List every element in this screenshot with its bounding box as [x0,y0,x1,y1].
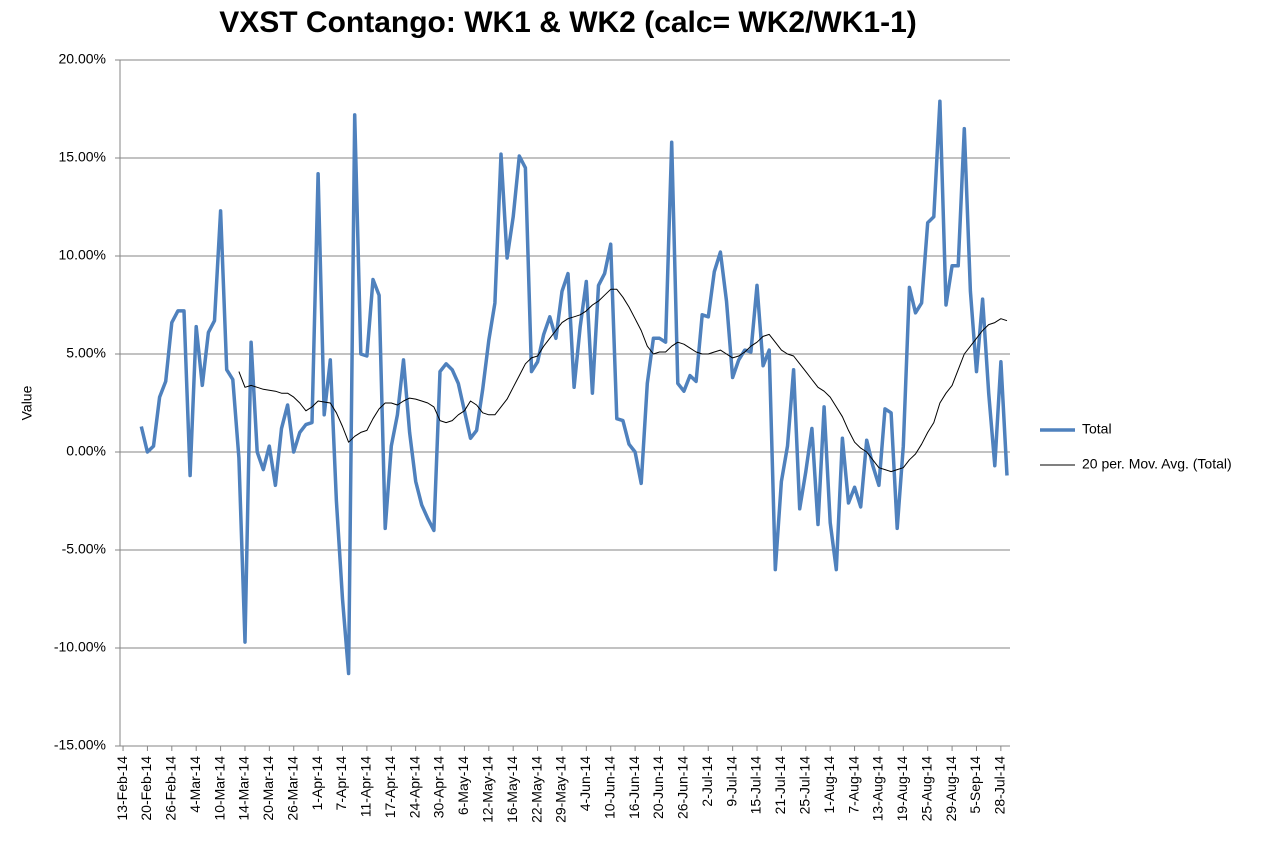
y-tick-label: 0.00% [66,443,106,459]
legend-label: 20 per. Mov. Avg. (Total) [1082,456,1232,472]
y-tick-label: 20.00% [59,51,106,67]
x-tick-label: 19-Aug-14 [894,756,910,822]
x-tick-label: 20-Feb-14 [138,756,154,821]
x-tick-label: 25-Jul-14 [796,756,812,815]
chart-title: VXST Contango: WK1 & WK2 (calc= WK2/WK1-… [219,6,917,39]
x-tick-label: 20-Jun-14 [650,756,666,819]
x-tick-label: 10-Mar-14 [211,756,227,821]
x-tick-label: 21-Jul-14 [772,756,788,815]
x-tick-label: 9-Jul-14 [723,756,739,807]
x-tick-label: 4-Jun-14 [577,756,593,811]
x-tick-label: 22-May-14 [528,756,544,823]
x-tick-label: 15-Jul-14 [748,756,764,815]
y-tick-label: 15.00% [59,149,106,165]
x-tick-label: 16-May-14 [504,756,520,823]
y-tick-label: 10.00% [59,247,106,263]
x-tick-label: 26-Mar-14 [284,756,300,821]
x-tick-label: 25-Aug-14 [918,756,934,822]
y-tick-label: 5.00% [66,345,106,361]
x-tick-label: 2-Jul-14 [699,756,715,807]
x-tick-label: 13-Feb-14 [114,756,130,821]
y-axis-label: Value [19,385,35,420]
legend-label: Total [1082,421,1112,437]
x-tick-label: 24-Apr-14 [406,756,422,818]
y-tick-label: -15.00% [54,737,106,753]
x-tick-label: 16-Jun-14 [626,756,642,819]
x-tick-label: 30-Apr-14 [431,756,447,818]
x-tick-label: 13-Aug-14 [870,756,886,822]
x-tick-label: 14-Mar-14 [236,756,252,821]
x-tick-label: 10-Jun-14 [601,756,617,819]
x-tick-label: 6-May-14 [455,756,471,815]
x-tick-label: 7-Apr-14 [333,756,349,811]
x-tick-label: 17-Apr-14 [382,756,398,818]
x-tick-label: 5-Sep-14 [967,756,983,814]
x-tick-label: 26-Feb-14 [163,756,179,821]
series-line [238,288,1008,473]
x-tick-label: 28-Jul-14 [992,756,1008,815]
x-tick-label: 11-Apr-14 [358,756,374,817]
x-tick-label: 1-Apr-14 [309,756,325,811]
y-tick-label: -5.00% [62,541,106,557]
x-tick-label: 7-Aug-14 [845,756,861,814]
x-tick-label: 1-Aug-14 [821,756,837,814]
x-tick-label: 4-Mar-14 [187,756,203,813]
x-tick-label: 29-May-14 [553,756,569,823]
series-line [139,99,1009,676]
x-tick-label: 12-May-14 [480,756,496,823]
x-tick-label: 26-Jun-14 [675,756,691,819]
y-tick-label: -10.00% [54,639,106,655]
x-tick-label: 29-Aug-14 [943,756,959,822]
x-tick-label: 20-Mar-14 [260,756,276,821]
